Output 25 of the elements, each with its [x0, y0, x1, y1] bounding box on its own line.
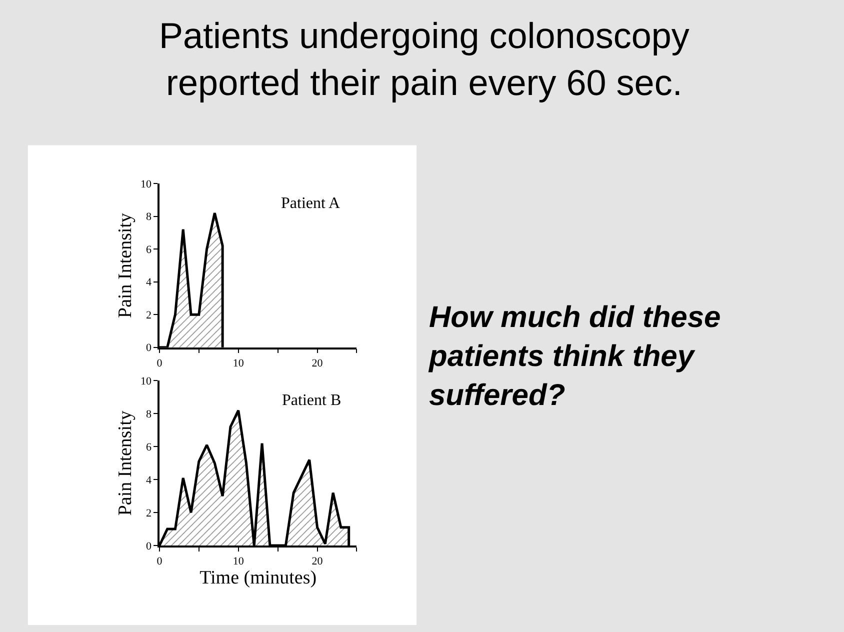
text: Patient B	[282, 392, 342, 409]
y-tick-label: 4	[146, 474, 152, 486]
x-tick-label: 10	[232, 555, 244, 568]
x-tick-label: 20	[312, 555, 324, 568]
y-tick-label: 8	[146, 408, 152, 421]
y-tick-label: 10	[140, 376, 152, 388]
x-tick-label: 0	[156, 357, 163, 370]
x-tick-label: 10	[232, 357, 244, 370]
x-tick-label: 0	[156, 555, 163, 568]
text: Patient A	[281, 195, 341, 212]
y-tick-label: 8	[146, 211, 152, 224]
y-axis-title: Pain Intensity	[114, 410, 136, 516]
chart-title: Patients undergoing colonoscopy reported their pain every 60 sec.	[159, 15, 690, 103]
y-tick-label: 0	[146, 342, 152, 354]
text: How much did these patients think they suffered?	[428, 301, 721, 412]
y-tick-label: 10	[140, 178, 152, 190]
x-axis-title: Time (minutes)	[200, 567, 317, 588]
y-tick-label: 0	[146, 540, 152, 552]
y-tick-label: 2	[146, 309, 152, 322]
y-tick-label: 6	[146, 244, 152, 256]
y-tick-label: 6	[146, 442, 152, 454]
y-tick-label: 2	[146, 507, 152, 520]
y-tick-label: 4	[146, 276, 152, 289]
y-axis-title: Pain Intensity	[114, 212, 136, 318]
x-tick-label: 20	[312, 357, 324, 370]
